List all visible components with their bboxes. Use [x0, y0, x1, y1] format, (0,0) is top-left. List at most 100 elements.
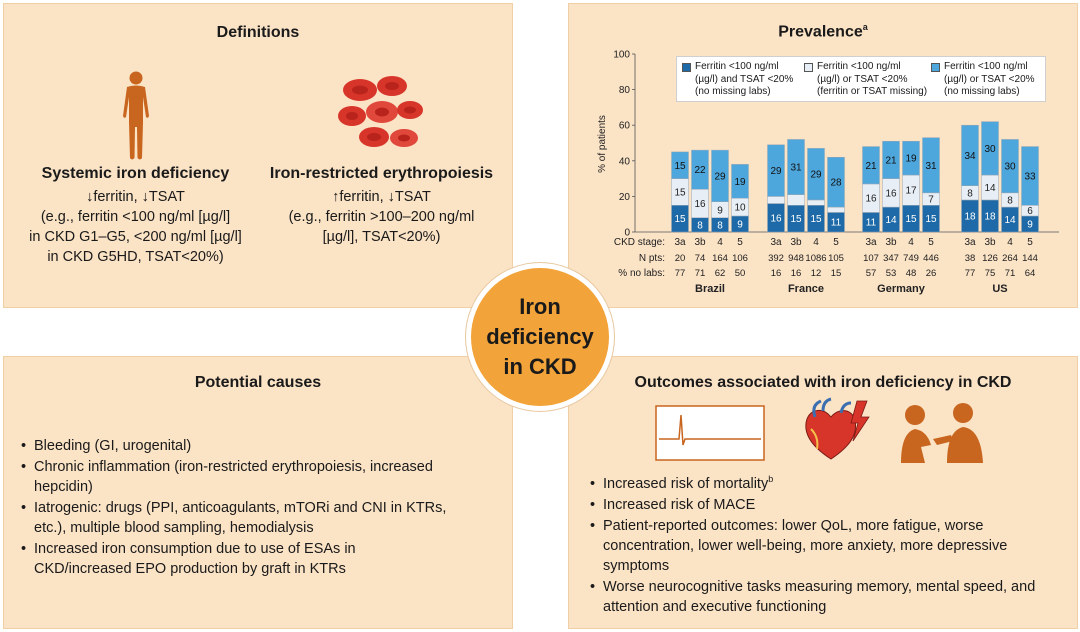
bar-value-label: 9 [737, 219, 743, 230]
stage-tick-label: 5 [928, 237, 934, 248]
list-item: Increased iron consumption due to use of… [21, 539, 451, 579]
restricted-line: [µg/l], TSAT<20%) [322, 229, 441, 245]
legend-text: (µg/l) and TSAT <20% [695, 73, 794, 85]
bar-segment-light [731, 164, 749, 199]
bar-value-label: 8 [1007, 195, 1013, 206]
stage-tick-label: 4 [1007, 237, 1013, 248]
list-item: Worse neurocognitive tasks measuring mem… [590, 577, 1052, 617]
bar-segment-light [807, 148, 825, 201]
bar-segment-light [922, 137, 940, 194]
systemic-iron-deficiency-block: Systemic iron deficiency ↓ferritin, ↓TSA… [8, 164, 263, 267]
nolabs-value: 16 [771, 268, 782, 279]
legend-swatch-white [804, 63, 813, 72]
restricted-heading: Iron-restricted erythropoiesis [269, 165, 494, 182]
bar-value-label: 18 [964, 211, 976, 222]
center-title-line: Iron [519, 294, 561, 319]
y-tick-label: 20 [619, 192, 631, 203]
bar-segment-light [862, 146, 880, 185]
prevalence-chart: 0 20 40 60 80 100 % of patients CKD stage: N pts… [597, 50, 1059, 295]
systemic-line: in CKD G5HD, TSAT<20%) [47, 249, 224, 265]
legend-text: Ferritin <100 ng/ml [817, 61, 901, 72]
stage-tick-label: 3a [674, 237, 686, 248]
npts-value: 126 [982, 253, 998, 264]
bar-value-label: 18 [984, 211, 996, 222]
center-title-line: in CKD [503, 354, 577, 379]
ecg-flatline-icon [655, 405, 765, 461]
bar-value-label: 7 [928, 195, 934, 206]
bar-value-label: 16 [885, 188, 897, 199]
bar-value-label: 9 [717, 205, 723, 216]
list-item: Bleeding (GI, urogenital) [21, 436, 451, 456]
prevalence-panel: Prevalencea 0 20 40 60 80 100 % of patients CKD… [568, 3, 1078, 308]
y-tick-label: 100 [613, 50, 630, 61]
y-axis-label: % of patients [597, 115, 608, 173]
legend-swatch-dark [682, 63, 691, 72]
stage-tick-label: 3a [964, 237, 976, 248]
row-label-npts: N pts: [639, 253, 665, 264]
bar-value-label: 8 [967, 188, 973, 199]
prevalence-title-sup: a [862, 22, 868, 32]
bar-value-label: 28 [830, 178, 842, 189]
bar-segment-light [691, 149, 709, 190]
definitions-panel: Definitions Systemic iron deficiency ↓fe… [3, 3, 513, 308]
center-title-circle: Iron deficiency in CKD [466, 263, 614, 411]
bar-value-label: 21 [865, 161, 877, 172]
legend-text: (ferritin or TSAT missing) [817, 86, 928, 97]
bar-value-label: 19 [905, 154, 917, 165]
human-body-icon [123, 71, 149, 160]
bar-value-label: 17 [905, 186, 917, 197]
nolabs-value: 12 [811, 268, 822, 279]
stage-tick-label: 4 [813, 237, 819, 248]
list-item: Chronic inflammation (iron-restricted er… [21, 457, 451, 497]
stage-tick-label: 3b [885, 237, 897, 248]
bar-segment-white [787, 194, 805, 206]
patient-doctor-icon [901, 403, 983, 463]
legend-text: (µg/l) or TSAT <20% [944, 73, 1035, 85]
center-title-line: deficiency [486, 324, 594, 349]
bar-value-label: 31 [925, 161, 937, 172]
heart-attack-icon [805, 397, 870, 460]
chart-legend: Ferritin <100 ng/ml (µg/l) and TSAT <20%… [676, 56, 1046, 102]
prevalence-title: Prevalencea [569, 22, 1077, 41]
nolabs-value: 71 [1005, 268, 1016, 279]
nolabs-value: 75 [985, 268, 996, 279]
y-tick-label: 40 [619, 156, 631, 167]
npts-value: 1086 [805, 253, 826, 264]
nolabs-value: 71 [695, 268, 706, 279]
bar-value-label: 29 [770, 166, 782, 177]
stage-tick-label: 3b [790, 237, 802, 248]
npts-value: 749 [903, 253, 919, 264]
stage-tick-label: 3b [984, 237, 996, 248]
outcomes-title: Outcomes associated with iron deficiency… [634, 374, 1012, 391]
country-label: Brazil [695, 283, 725, 295]
prevalence-title-text: Prevalence [778, 23, 863, 41]
restricted-line: ↑ferritin, ↓TSAT [332, 189, 431, 205]
bar-segment-light [787, 139, 805, 195]
stage-tick-label: 4 [717, 237, 723, 248]
bar-value-label: 15 [810, 214, 822, 225]
outcomes-list: Increased risk of mortalityb Increased r… [590, 474, 1052, 618]
bar-value-label: 15 [674, 214, 686, 225]
bar-segment-light [981, 121, 999, 176]
bar-value-label: 29 [714, 171, 726, 182]
definitions-title: Definitions [216, 24, 300, 41]
list-item: Increased risk of mortalityb [590, 474, 1052, 494]
bar-segment-light [882, 140, 900, 179]
bar-value-label: 31 [790, 163, 802, 174]
bar-segment-light [767, 144, 785, 197]
bar-value-label: 15 [925, 214, 937, 225]
stage-tick-label: 5 [737, 237, 743, 248]
legend-swatch-light [931, 63, 940, 72]
list-item: Iatrogenic: drugs (PPI, anticoagulants, … [21, 498, 451, 538]
nolabs-value: 64 [1025, 268, 1036, 279]
country-label: France [788, 283, 824, 295]
npts-value: 446 [923, 253, 939, 264]
legend-text: (µg/l) or TSAT <20% [817, 73, 908, 85]
stage-tick-label: 5 [833, 237, 839, 248]
npts-value: 948 [788, 253, 804, 264]
bar-value-label: 14 [1004, 215, 1016, 226]
nolabs-value: 16 [791, 268, 802, 279]
bar-value-label: 34 [964, 151, 976, 162]
bar-value-label: 8 [697, 220, 703, 231]
legend-text: Ferritin <100 ng/ml [695, 61, 779, 72]
